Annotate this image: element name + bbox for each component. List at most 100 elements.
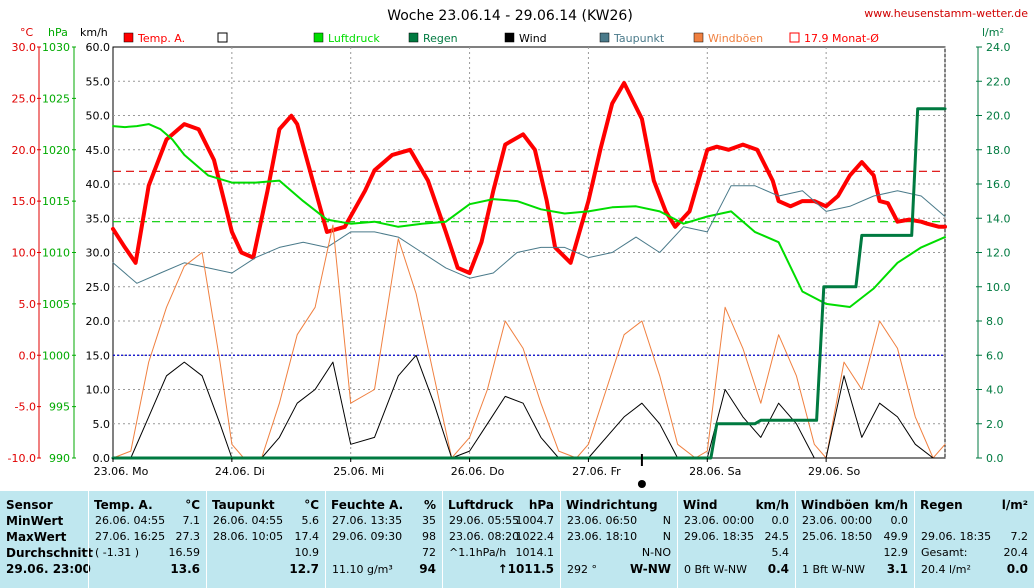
x-tick-label: 27.06. Fr [572,465,621,478]
series-luftdruck [112,123,946,308]
hpa-tick-label: 990 [49,452,70,465]
cell-label: 29.06. 18:35 [921,530,992,543]
cell-value: 49.9 [883,530,909,543]
hpa-tick-label: 1000 [42,349,70,362]
cell-value: 1004.7 [515,514,555,527]
current-label: 20.4 l/m² [921,563,971,576]
kmh-tick-label: 15.0 [86,349,111,362]
column-unit: l/m² [1001,498,1028,512]
hpa-tick-label: 1025 [42,92,70,105]
column-header: Windböen [801,498,869,512]
column-header: Luftdruck [448,498,514,512]
column-unit: hPa [528,498,554,512]
kmh-unit: km/h [80,26,108,39]
current-value: 0.4 [767,562,789,576]
current-value: W-NW [630,562,671,576]
legend-label: Windböen [708,32,763,45]
x-tick-label: 26.06. Do [451,465,505,478]
x-tick-label: 25.06. Mi [333,465,384,478]
legend-swatch [693,32,704,43]
kmh-tick-label: 30.0 [86,247,111,260]
legend-swatch [313,32,324,43]
hpa-tick-label: 1030 [42,41,70,54]
row-label-min: MinWert [6,514,64,528]
rain-tick-label: 20.0 [986,110,1011,123]
x-tick-label: 28.06. Sa [689,465,741,478]
chart-title: Woche 23.06.14 - 29.06.14 (KW26) [387,8,633,24]
cell-value: 16.59 [168,546,201,559]
cell-value: 10.9 [294,546,320,559]
cell-label: ^1.1hPa/h [449,546,507,559]
cell-label: 23.06. 00:00 [684,514,755,527]
temp-tick-label: 5.0 [19,298,37,311]
cell-value: 1022.4 [515,530,555,543]
site-url: www.heusenstamm-wetter.de [864,7,1028,20]
cell-label: 23.06. 06:50 [567,514,638,527]
kmh-tick-label: 25.0 [86,281,111,294]
legend-label: Luftdruck [328,32,380,45]
cell-label: 23.06. 00:00 [802,514,873,527]
temp-tick-label: 15.0 [12,195,37,208]
hpa-tick-label: 995 [49,401,70,414]
column-unit: °C [185,498,200,512]
table-column: Regen l/m² 29.06. 18:35 7.2 Gesamt: 20.4 20.4 … [914,491,1034,588]
temp-tick-label: -10.0 [8,452,36,465]
kmh-tick-label: 10.0 [86,384,111,397]
cell-value: 5.6 [301,514,320,527]
column-unit: km/h [874,498,908,512]
current-value: 3.1 [886,562,908,576]
series-temp-a- [111,81,947,275]
current-value: ↑1011.5 [497,562,554,576]
cell-label: 23.06. 18:10 [567,530,638,543]
cell-value: 12.9 [883,546,909,559]
cell-value: 17.4 [294,530,320,543]
temp-tick-label: 20.0 [12,144,37,157]
table-column: Windböen km/h 23.06. 00:00 0.0 25.06. 18:50 4… [795,491,914,588]
x-tick-label: 24.06. Di [215,465,265,478]
temp-tick-label: 25.0 [12,92,37,105]
hpa-tick-label: 1015 [42,195,70,208]
cell-value: 7.1 [182,514,201,527]
current-value: 13.6 [170,562,200,576]
table-column: Luftdruck hPa 29.06. 05:55 1004.7 23.06. 08:… [442,491,560,588]
legend-swatch [599,32,610,43]
cell-label: ( -1.31 ) [95,546,140,559]
rain-tick-label: 24.0 [986,41,1011,54]
table-column: Taupunkt °C 26.06. 04:55 5.6 28.06. 10:05 17.… [206,491,325,588]
column-header: Taupunkt [212,498,275,512]
kmh-tick-label: 45.0 [86,144,111,157]
cell-value: 72 [422,546,436,559]
cell-value: 7.2 [1010,530,1029,543]
cell-label: 27.06. 16:25 [95,530,166,543]
x-tick-label: 29.06. So [808,465,860,478]
cell-label: 27.06. 13:35 [332,514,403,527]
row-label-sensor: Sensor [6,498,53,512]
cell-label: 29.06. 09:30 [332,530,403,543]
series-taupunkt [112,185,946,284]
rain-tick-label: 8.0 [986,315,1004,328]
hpa-tick-label: 1020 [42,144,70,157]
legend-swatch [789,32,800,43]
kmh-tick-label: 55.0 [86,75,111,88]
cell-label: 26.06. 04:55 [95,514,166,527]
cell-label: 25.06. 18:50 [802,530,873,543]
table-column: Wind km/h 23.06. 00:00 0.0 29.06. 18:35 24.5 5… [677,491,795,588]
chart-grid [112,46,946,459]
temp-tick-label: 30.0 [12,41,37,54]
column-header: Regen [920,498,963,512]
temp-tick-label: -5.0 [15,401,36,414]
row-label-avg: Durchschnitt [6,546,94,560]
kmh-tick-label: 0.0 [93,452,111,465]
legend-label: 17.9 Monat-Ø [804,32,879,45]
now-marker-dot [637,480,646,488]
current-value: 12.7 [289,562,319,576]
cell-label: 28.06. 10:05 [213,530,284,543]
cell-label: Gesamt: [921,546,968,559]
cell-value: 5.4 [771,546,790,559]
cell-value: 20.4 [1003,546,1029,559]
legend-swatch [123,32,134,43]
table-column: Temp. A. °C 26.06. 04:55 7.1 27.06. 16:25 27.… [88,491,206,588]
current-label: 0 Bft W-NW [684,563,748,576]
temp-tick-label: 0.0 [19,349,37,362]
legend-label: Regen [423,32,458,45]
